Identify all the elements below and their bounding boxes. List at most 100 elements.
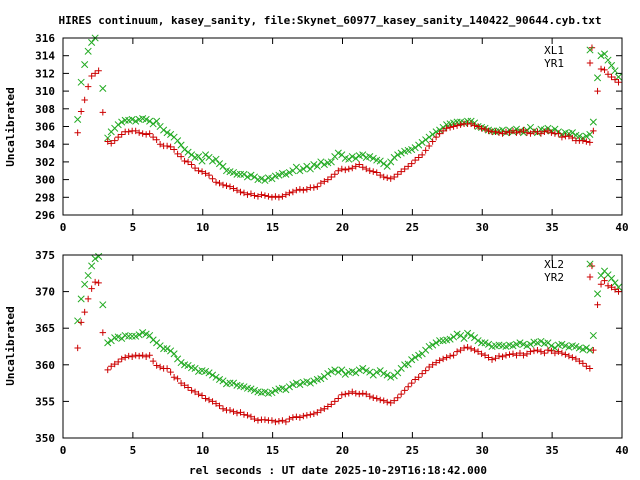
data-point bbox=[118, 118, 126, 126]
data-point bbox=[439, 355, 447, 363]
data-point bbox=[335, 167, 342, 174]
data-point bbox=[99, 109, 107, 116]
data-point bbox=[81, 308, 88, 316]
data-point bbox=[334, 149, 342, 157]
legend-sample-yr2 bbox=[586, 273, 594, 281]
data-point bbox=[499, 130, 506, 137]
data-point bbox=[352, 163, 359, 170]
data-point bbox=[279, 193, 286, 200]
data-point bbox=[275, 417, 283, 425]
data-point bbox=[84, 83, 92, 90]
data-point bbox=[527, 130, 534, 137]
data-point bbox=[565, 133, 573, 140]
data-point bbox=[128, 332, 136, 340]
data-point bbox=[565, 352, 573, 360]
data-point bbox=[467, 345, 475, 352]
legend-sample-yr1 bbox=[586, 59, 594, 67]
legend-label-yr2: YR2 bbox=[544, 271, 564, 284]
data-point bbox=[356, 390, 363, 398]
data-point bbox=[81, 96, 88, 104]
data-point bbox=[177, 379, 185, 387]
data-point bbox=[170, 374, 178, 381]
data-point bbox=[611, 279, 619, 287]
data-point bbox=[328, 173, 335, 181]
data-point bbox=[349, 388, 356, 396]
data-point bbox=[446, 352, 454, 360]
data-point bbox=[474, 337, 482, 345]
data-point bbox=[366, 167, 373, 174]
data-point bbox=[139, 352, 146, 359]
series-yr2 bbox=[74, 262, 622, 426]
data-point bbox=[247, 190, 255, 197]
data-point bbox=[146, 352, 153, 359]
data-point bbox=[121, 116, 129, 124]
data-point bbox=[88, 262, 96, 270]
data-point bbox=[401, 387, 408, 394]
data-point bbox=[195, 390, 202, 398]
data-point bbox=[589, 118, 597, 126]
data-point bbox=[369, 154, 377, 162]
data-point bbox=[215, 160, 224, 168]
data-point bbox=[115, 133, 122, 141]
data-point bbox=[244, 191, 251, 198]
data-point bbox=[236, 170, 245, 178]
data-point bbox=[597, 65, 605, 73]
x-tick-label: 10 bbox=[196, 221, 209, 234]
data-point bbox=[321, 405, 328, 412]
data-point bbox=[352, 390, 359, 397]
data-point bbox=[84, 295, 92, 303]
data-point bbox=[121, 354, 129, 361]
bottom-ticks: 350 355 360 365 370 375 0 5 10 15 20 25 30 35 40 bbox=[35, 249, 629, 457]
data-point bbox=[167, 130, 175, 139]
legend-label-xl1: XL1 bbox=[544, 44, 564, 57]
data-point bbox=[590, 127, 597, 135]
data-point bbox=[181, 382, 188, 389]
data-point bbox=[282, 191, 290, 198]
data-point bbox=[429, 361, 436, 368]
data-point bbox=[191, 164, 199, 172]
data-point bbox=[432, 133, 440, 141]
data-point bbox=[460, 334, 468, 343]
data-point bbox=[88, 38, 96, 46]
data-point bbox=[551, 349, 559, 357]
data-point bbox=[383, 371, 391, 379]
y-tick-label: 296 bbox=[35, 209, 55, 222]
data-point bbox=[293, 187, 300, 194]
data-point bbox=[128, 115, 136, 123]
y-tick-label: 355 bbox=[35, 395, 55, 408]
data-point bbox=[506, 129, 513, 136]
data-point bbox=[327, 158, 335, 166]
data-point bbox=[74, 115, 82, 123]
data-point bbox=[170, 146, 178, 153]
data-point bbox=[509, 350, 517, 358]
data-point bbox=[146, 117, 154, 125]
data-point bbox=[307, 411, 314, 418]
data-point bbox=[132, 352, 139, 359]
data-point bbox=[359, 364, 367, 373]
data-point bbox=[380, 173, 387, 181]
legend-marker bbox=[586, 59, 594, 67]
data-point bbox=[324, 370, 332, 378]
data-point bbox=[139, 130, 146, 137]
data-point bbox=[608, 284, 615, 291]
data-point bbox=[286, 189, 293, 197]
data-point bbox=[373, 395, 380, 402]
data-point bbox=[608, 73, 615, 81]
data-point bbox=[418, 151, 426, 159]
data-point bbox=[446, 335, 454, 343]
data-point bbox=[569, 134, 576, 142]
data-point bbox=[478, 350, 485, 358]
data-point bbox=[572, 355, 580, 363]
data-point bbox=[383, 162, 391, 170]
data-point bbox=[418, 138, 426, 146]
data-point bbox=[296, 381, 304, 389]
y-tick-label: 310 bbox=[35, 85, 55, 98]
data-point bbox=[310, 184, 318, 191]
y-tick-label: 360 bbox=[35, 359, 55, 372]
data-point bbox=[342, 166, 349, 174]
data-point bbox=[429, 341, 437, 349]
data-point bbox=[202, 170, 209, 177]
data-point bbox=[195, 167, 202, 174]
data-point bbox=[597, 281, 605, 288]
